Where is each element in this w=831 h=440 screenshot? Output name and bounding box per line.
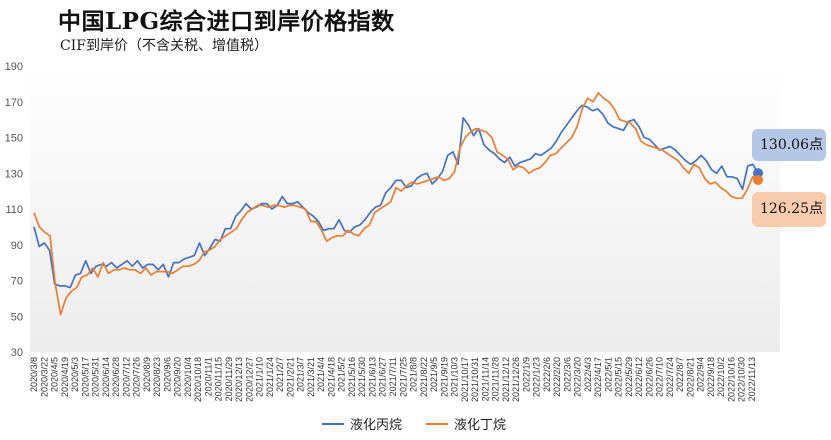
x-tick-label: 2022/7/24	[665, 357, 675, 397]
x-tick-label: 2020/3/8	[29, 357, 39, 392]
x-tick-label: 2022/3/6	[562, 357, 572, 392]
chart-title: 中国LPG综合进口到岸价格指数	[58, 8, 395, 35]
x-tick-label: 2020/6/14	[101, 357, 111, 397]
x-tick-label: 2021/5/2	[337, 357, 347, 392]
x-tick-label: 2021/11/28	[491, 357, 501, 401]
x-tick-label: 2021/4/4	[316, 357, 326, 392]
y-tick-label: 130	[5, 168, 23, 180]
y-tick-label: 50	[11, 311, 23, 323]
x-tick-label: 2022/1/23	[532, 357, 542, 397]
x-tick-label: 2021/11/14	[480, 357, 490, 401]
x-tick-label: 2022/4/3	[583, 357, 593, 392]
x-tick-label: 2021/9/19	[439, 357, 449, 397]
y-tick-label: 190	[5, 61, 23, 73]
x-tick-label: 2021/10/3	[450, 357, 460, 397]
x-tick-label: 2020/4/5	[50, 357, 60, 392]
x-tick-label: 2022/8/21	[685, 357, 695, 397]
x-tick-label: 2020/10/4	[183, 357, 193, 397]
x-tick-label: 2020/11/29	[224, 357, 234, 401]
legend-label-propane: 液化丙烷	[350, 418, 403, 433]
butane-last-value-callout: 126.25点	[752, 192, 826, 227]
x-tick-label: 2021/9/5	[429, 357, 439, 392]
legend-item-propane: 液化丙烷	[322, 414, 402, 433]
x-tick-label: 2022/9/18	[706, 357, 716, 397]
x-tick-label: 2022/9/4	[696, 357, 706, 392]
x-tick-label: 2021/3/21	[306, 357, 316, 397]
x-tick-label: 2020/11/15	[214, 357, 224, 401]
x-tick-label: 2020/7/26	[132, 357, 142, 397]
x-tick-label: 2022/3/20	[573, 357, 583, 397]
series-line-propane	[33, 104, 759, 289]
chart-subtitle: CIF到岸价（不含关税、增值税）	[60, 38, 268, 54]
x-tick-label: 2022/1/9	[521, 357, 531, 392]
y-tick-label: 30	[11, 347, 23, 359]
x-tick-label: 2020/3/22	[39, 357, 49, 397]
plot-area	[30, 65, 780, 352]
legend-swatch-propane	[322, 422, 344, 425]
x-tick-label: 2020/5/31	[91, 357, 101, 397]
x-tick-label: 2021/5/30	[357, 357, 367, 397]
x-tick-label: 2020/11/1	[203, 357, 213, 396]
x-tick-label: 2021/1/24	[265, 357, 275, 397]
x-tick-label: 2022/5/15	[614, 357, 624, 397]
x-tick-label: 2021/10/17	[460, 357, 470, 402]
x-tick-label: 2021/2/7	[275, 357, 285, 392]
x-tick-label: 2021/2/21	[285, 357, 295, 397]
x-tick-label: 2022/4/17	[593, 357, 603, 397]
y-tick-label: 110	[5, 204, 23, 216]
x-tick-label: 2021/6/13	[367, 357, 377, 397]
y-tick-label: 150	[5, 133, 23, 145]
series-line-butane	[33, 91, 759, 316]
x-tick-label: 2021/5/16	[347, 357, 357, 397]
x-tick-label: 2022/6/12	[634, 357, 644, 397]
x-tick-label: 2021/1/10	[255, 357, 265, 397]
y-tick-label: 90	[11, 240, 23, 252]
legend: 液化丙烷 液化丁烷	[322, 414, 506, 433]
x-tick-label: 2022/10/30	[737, 357, 747, 402]
x-tick-label: 2021/6/27	[378, 357, 388, 397]
x-tick-label: 2021/3/7	[296, 357, 306, 392]
legend-item-butane: 液化丁烷	[426, 414, 506, 433]
x-tick-label: 2022/5/1	[603, 357, 613, 392]
end-marker-butane	[753, 174, 763, 185]
x-tick-label: 2021/4/18	[326, 357, 336, 397]
x-tick-label: 2022/6/26	[644, 357, 654, 397]
x-tick-label: 2020/8/9	[142, 357, 152, 392]
x-tick-label: 2022/7/10	[655, 357, 665, 397]
x-tick-label: 2022/10/2	[716, 357, 726, 397]
x-tick-label: 2021/8/8	[409, 357, 419, 392]
x-tick-label: 2022/11/13	[747, 357, 757, 401]
x-tick-label: 2020/5/3	[70, 357, 80, 392]
x-tick-label: 2022/2/6	[542, 357, 552, 392]
legend-swatch-butane	[426, 422, 449, 425]
x-tick-label: 2022/2/20	[552, 357, 562, 397]
x-tick-label: 2020/5/17	[80, 357, 90, 397]
x-tick-label: 2020/9/20	[173, 357, 183, 397]
x-tick-label: 2020/12/27	[244, 357, 254, 402]
x-tick-label: 2020/8/23	[152, 357, 162, 397]
x-tick-label: 2021/10/31	[470, 357, 480, 402]
x-tick-label: 2021/12/12	[501, 357, 511, 402]
x-tick-label: 2020/4/19	[60, 357, 70, 397]
propane-last-value-callout: 130.06点	[752, 129, 826, 161]
y-tick-label: 70	[11, 276, 23, 288]
x-tick-label: 2021/12/26	[511, 357, 521, 402]
x-tick-label: 2022/8/7	[675, 357, 685, 392]
x-tick-label: 2021/8/22	[419, 357, 429, 397]
x-tick-label: 2022/5/29	[624, 357, 634, 397]
x-tick-label: 2022/10/16	[726, 357, 736, 402]
x-tick-label: 2020/10/18	[193, 357, 203, 402]
x-tick-label: 2020/6/28	[111, 357, 121, 397]
y-tick-label: 170	[5, 97, 23, 109]
x-tick-label: 2020/12/13	[234, 357, 244, 402]
x-tick-label: 2020/9/6	[162, 357, 172, 392]
x-tick-label: 2020/7/12	[121, 357, 131, 397]
x-tick-label: 2021/7/25	[398, 357, 408, 397]
legend-label-butane: 液化丁烷	[454, 418, 507, 433]
x-tick-label: 2021/7/11	[388, 357, 398, 396]
